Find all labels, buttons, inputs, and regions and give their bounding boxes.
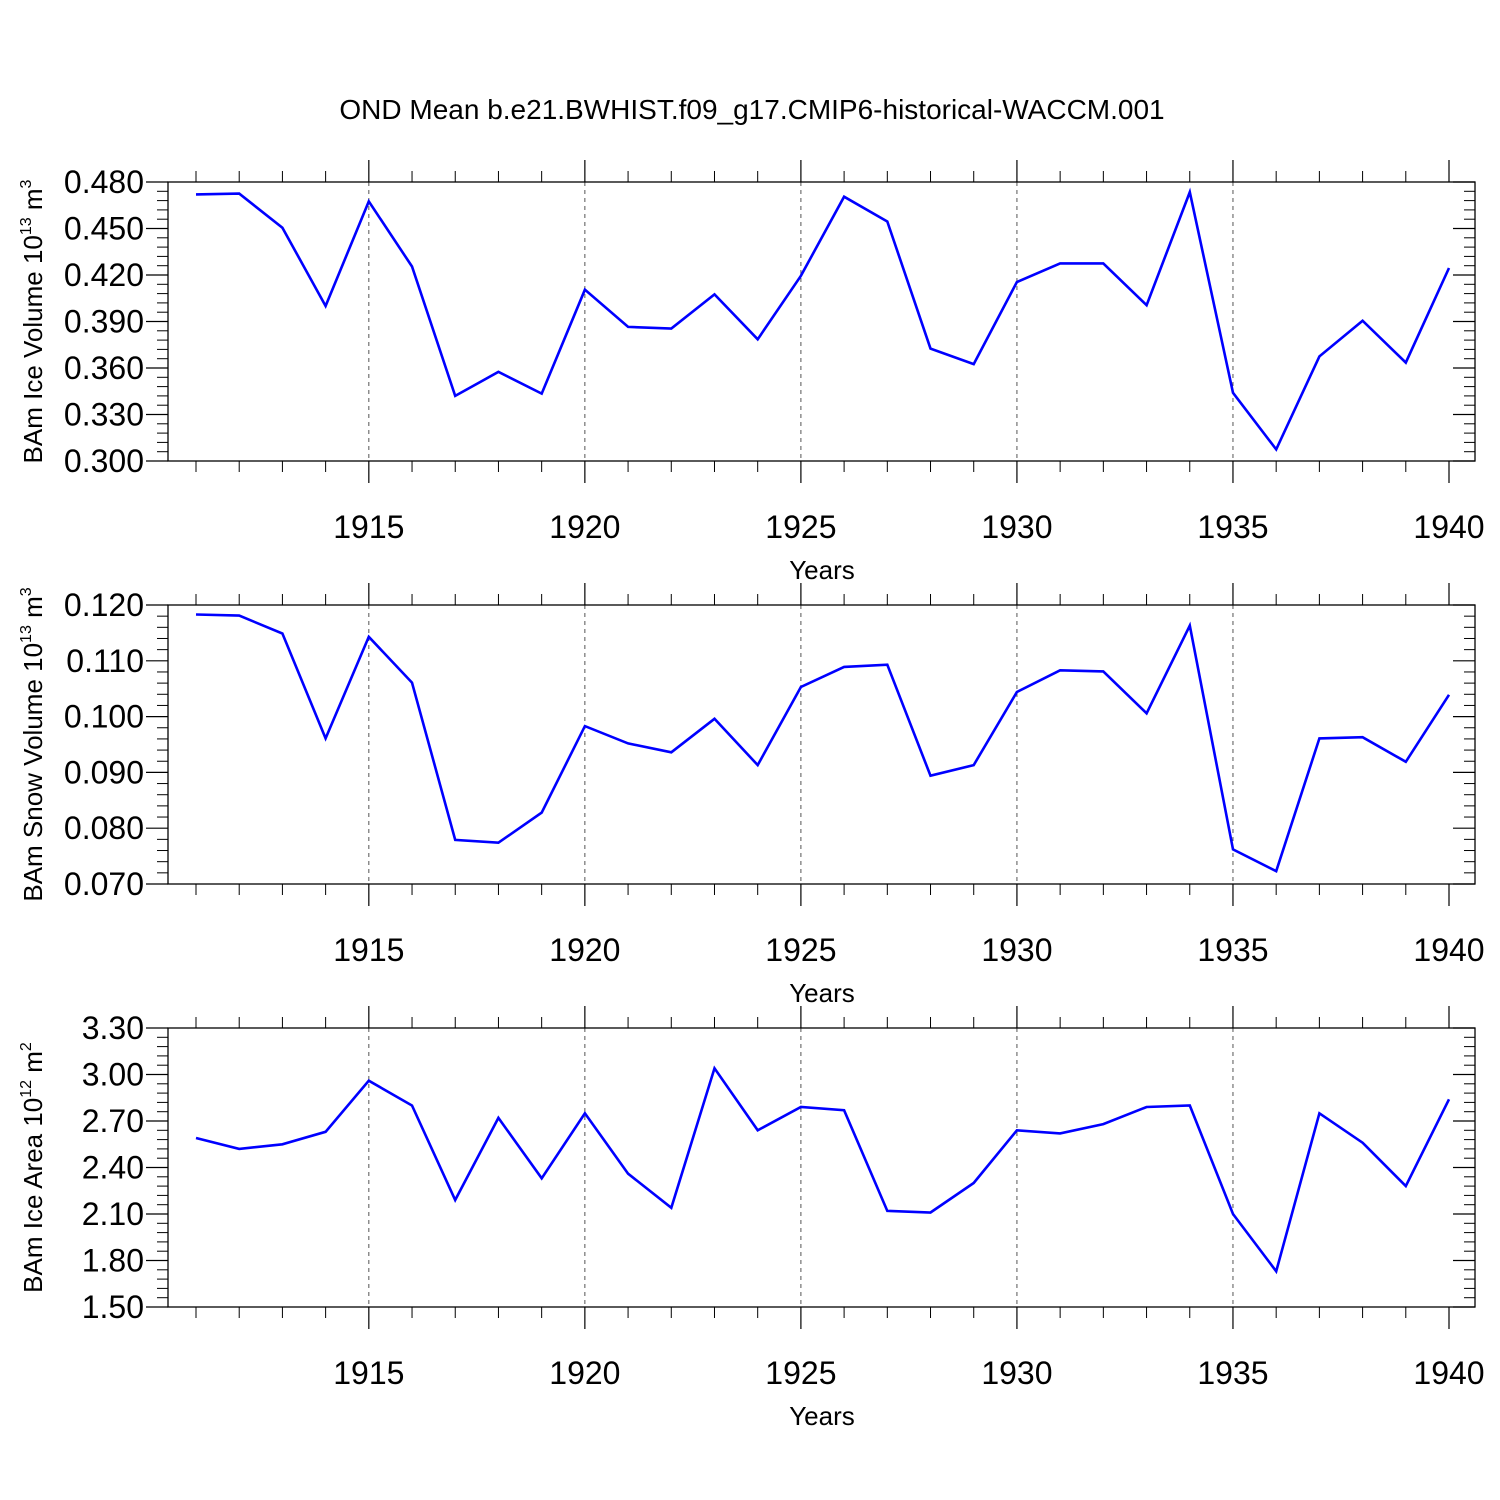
x-tick-label: 1940 — [1413, 1355, 1484, 1391]
x-tick-label: 1930 — [981, 509, 1052, 545]
x-tick-label: 1915 — [333, 1355, 404, 1391]
y-tick-label: 0.080 — [64, 810, 144, 846]
series-line — [195, 1065, 1451, 1275]
series-line — [195, 613, 1451, 874]
x-tick-label: 1930 — [981, 932, 1052, 968]
x-tick-label: 1915 — [333, 932, 404, 968]
x-tick-label: 1935 — [1197, 932, 1268, 968]
x-tick-label: 1935 — [1197, 1355, 1268, 1391]
y-tick-label: 0.420 — [64, 257, 144, 293]
y-tick-label: 2.70 — [82, 1103, 144, 1139]
x-tick-label: 1925 — [765, 932, 836, 968]
chart-panel-3: 1.50 1.80 2.10 2.40 2.70 3.00 3.30 1915 1920 1925… — [18, 1006, 1485, 1431]
x-tick-label: 1930 — [981, 1355, 1052, 1391]
x-tick-label: 1920 — [549, 1355, 620, 1391]
x-tick-label: 1925 — [765, 509, 836, 545]
y-tick-label: 0.300 — [64, 443, 144, 479]
y-tick-label: 3.00 — [82, 1057, 144, 1093]
plot-frame — [167, 181, 1476, 462]
x-tick-label: 1915 — [333, 509, 404, 545]
y-axis-label: BAm Ice Volume 1013 m3 — [18, 179, 48, 463]
x-tick-label: 1935 — [1197, 509, 1268, 545]
y-tick-label: 0.070 — [64, 866, 144, 902]
y-tick-label: 2.40 — [82, 1150, 144, 1186]
plot-frame — [167, 604, 1476, 885]
x-axis-label: Years — [789, 555, 855, 585]
x-tick-label: 1940 — [1413, 932, 1484, 968]
y-tick-label: 0.100 — [64, 699, 144, 735]
y-tick-label: 0.480 — [64, 164, 144, 200]
y-tick-label: 0.390 — [64, 304, 144, 340]
chart-panel-2: 0.070 0.080 0.090 0.100 0.110 0.120 1915 1920 19… — [18, 583, 1485, 1008]
y-tick-label: 0.110 — [66, 643, 144, 679]
y-tick-label: 0.450 — [64, 211, 144, 247]
y-tick-label: 3.30 — [82, 1010, 144, 1046]
y-tick-label: 1.50 — [82, 1289, 144, 1325]
x-tick-label: 1925 — [765, 1355, 836, 1391]
x-tick-label: 1920 — [549, 932, 620, 968]
x-tick-label: 1920 — [549, 509, 620, 545]
chart-panel-1: 0.300 0.330 0.360 0.390 0.420 0.450 0.480 1915 1… — [18, 160, 1485, 585]
x-tick-label: 1940 — [1413, 509, 1484, 545]
y-tick-label: 0.360 — [64, 350, 144, 386]
series-line — [195, 187, 1451, 452]
y-axis-label: BAm Snow Volume 1013 m3 — [18, 587, 48, 901]
y-tick-label: 0.330 — [64, 397, 144, 433]
y-tick-label: 2.10 — [82, 1196, 144, 1232]
x-axis-label: Years — [789, 978, 855, 1008]
y-tick-label: 1.80 — [82, 1243, 144, 1279]
figure-title: OND Mean b.e21.BWHIST.f09_g17.CMIP6-hist… — [339, 94, 1164, 125]
y-axis-label: BAm Ice Area 1012 m2 — [18, 1042, 48, 1293]
y-tick-label: 0.090 — [64, 754, 144, 790]
x-axis-label: Years — [789, 1401, 855, 1431]
y-tick-label: 0.120 — [64, 587, 144, 623]
